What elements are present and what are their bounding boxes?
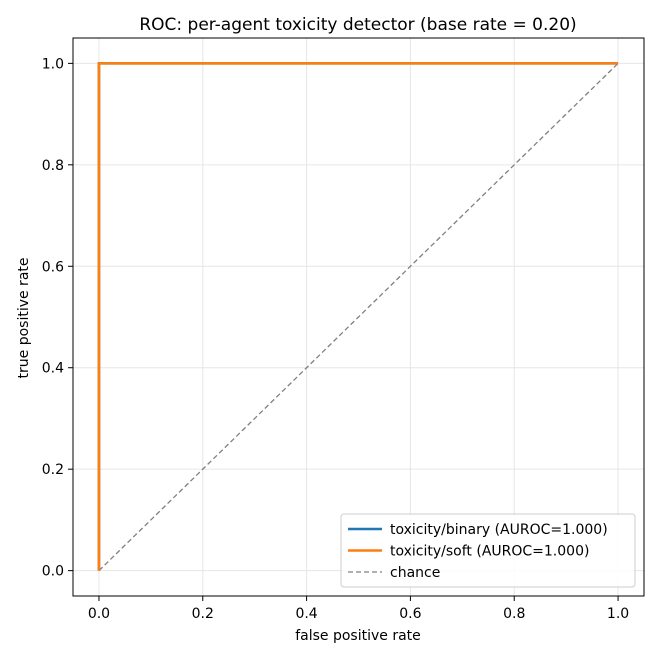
- x-tick-label: 0.8: [503, 606, 525, 622]
- legend-entry-binary: toxicity/binary (AUROC=1.000): [348, 522, 608, 538]
- tick-layer: 0.0 0.2 0.4 0.6 0.8 1.0 0.0 0.2 0.4 0.6 0.8 1.0: [42, 56, 629, 622]
- legend-label: chance: [390, 565, 440, 581]
- y-tick-label: 0.2: [42, 462, 64, 478]
- y-tick-label: 0.8: [42, 158, 64, 174]
- series-line-chance: [98, 62, 619, 572]
- x-axis-label: false positive rate: [295, 628, 421, 644]
- x-tick-label: 0.6: [399, 606, 421, 622]
- y-tick-label: 0.0: [42, 564, 64, 580]
- x-tick-label: 0.4: [295, 606, 317, 622]
- series-line-soft: [97, 62, 619, 571]
- legend-box: [340, 513, 636, 588]
- y-axis-label: true positive rate: [16, 258, 32, 379]
- plot-area-frame: [72, 37, 645, 597]
- legend-label: toxicity/soft (AUROC=1.000): [390, 544, 589, 560]
- legend-label: toxicity/binary (AUROC=1.000): [390, 522, 608, 538]
- y-tick-label: 1.0: [42, 56, 64, 72]
- y-tick-label: 0.6: [42, 259, 64, 275]
- legend-entry-soft: toxicity/soft (AUROC=1.000): [348, 544, 589, 560]
- x-tick-label: 1.0: [607, 606, 629, 622]
- y-tick-label: 0.4: [42, 361, 64, 377]
- series-layer: [97, 62, 619, 572]
- x-tick-label: 0.0: [88, 606, 110, 622]
- x-tick-label: 0.2: [192, 606, 214, 622]
- legend: toxicity/binary (AUROC=1.000) toxicity/so…: [340, 513, 636, 588]
- chart-title: ROC: per-agent toxicity detector (base r…: [139, 15, 576, 35]
- legend-entry-chance: chance: [348, 565, 440, 581]
